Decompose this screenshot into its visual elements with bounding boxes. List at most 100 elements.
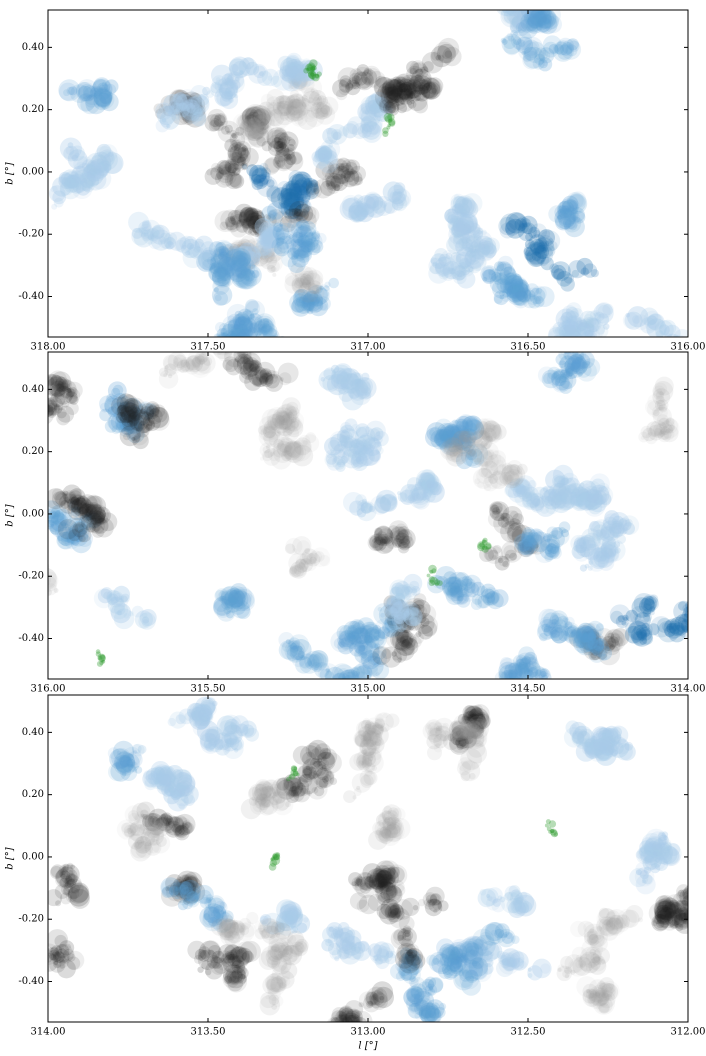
emission-blob <box>523 39 540 56</box>
emission-blob <box>67 177 79 189</box>
emission-blob <box>292 292 315 314</box>
emission-blob <box>285 192 293 200</box>
emission-blob <box>344 162 358 176</box>
emission-blob <box>285 202 302 220</box>
emission-blob <box>283 153 292 162</box>
emission-blob <box>254 239 272 257</box>
emission-blob <box>277 131 299 153</box>
emission-blob <box>456 213 478 235</box>
emission-blob <box>409 60 427 78</box>
emission-blob <box>262 213 277 228</box>
emission-blob <box>226 219 239 233</box>
emission-blob <box>453 219 465 231</box>
emission-blob <box>313 107 325 119</box>
emission-blob <box>514 18 526 30</box>
emission-blob <box>381 78 403 99</box>
emission-blob <box>561 41 574 54</box>
emission-blob <box>230 219 248 238</box>
emission-blob <box>229 173 245 189</box>
emission-blob <box>462 198 469 206</box>
emission-blob <box>532 10 536 11</box>
emission-blob <box>296 354 304 362</box>
emission-blob <box>247 229 253 234</box>
emission-blob <box>539 10 544 11</box>
emission-blob <box>353 71 368 86</box>
emission-blob <box>243 116 256 129</box>
emission-blob <box>263 238 282 257</box>
emission-blob <box>501 33 522 55</box>
emission-blob <box>287 100 309 121</box>
emission-blob <box>181 95 196 110</box>
emission-blob <box>459 199 479 219</box>
emission-blob <box>515 290 523 298</box>
emission-blob <box>377 82 399 104</box>
emission-blob <box>536 253 550 266</box>
emission-blob <box>238 209 259 230</box>
emission-blob <box>447 214 458 225</box>
emission-blob <box>265 156 281 173</box>
emission-blob <box>229 337 241 349</box>
emission-blob <box>531 285 547 302</box>
emission-blob <box>450 195 469 214</box>
emission-blob <box>90 154 109 173</box>
emission-blob <box>185 108 193 116</box>
emission-blob <box>513 292 527 306</box>
emission-blob <box>265 241 286 261</box>
emission-blob <box>93 92 111 111</box>
emission-blob <box>533 244 554 265</box>
emission-blob <box>531 10 540 18</box>
emission-blob <box>305 186 317 198</box>
emission-blob <box>458 261 467 270</box>
emission-blob <box>538 16 549 27</box>
emission-blob <box>516 20 525 29</box>
emission-blob <box>534 53 546 65</box>
emission-blob <box>86 160 108 182</box>
emission-blob <box>338 681 347 690</box>
emission-blob <box>220 246 242 267</box>
emission-blob <box>493 275 504 285</box>
emission-blob <box>430 45 453 68</box>
emission-blob <box>279 141 287 150</box>
emission-blob <box>522 223 533 234</box>
emission-blob <box>473 229 484 240</box>
emission-blob <box>456 211 478 233</box>
emission-blob <box>296 344 304 352</box>
emission-blob <box>634 364 652 382</box>
emission-blob <box>633 360 643 370</box>
emission-blob <box>495 271 518 294</box>
emission-blob <box>526 16 543 32</box>
emission-blob <box>273 137 280 143</box>
emission-blob <box>531 10 542 21</box>
emission-blob <box>308 296 329 317</box>
emission-blob <box>518 10 527 13</box>
emission-blob <box>266 127 289 149</box>
emission-blob <box>274 234 282 242</box>
emission-blob <box>461 219 475 234</box>
emission-blob <box>10 403 20 413</box>
emission-blob <box>328 277 340 289</box>
emission-blob <box>510 285 515 290</box>
emission-blob <box>311 92 320 101</box>
map-image <box>48 2 688 382</box>
emission-blob <box>491 271 502 282</box>
emission-blob <box>247 244 258 255</box>
emission-blob <box>355 377 377 399</box>
emission-blob <box>235 249 248 262</box>
emission-blob <box>301 182 308 189</box>
emission-blob <box>512 15 522 25</box>
emission-blob <box>296 198 301 203</box>
emission-blob <box>529 486 551 508</box>
emission-blob <box>456 271 463 278</box>
emission-blob <box>521 36 543 58</box>
emission-blob <box>255 252 261 258</box>
emission-blob <box>274 148 296 170</box>
emission-blob <box>71 178 93 200</box>
emission-blob <box>245 212 261 228</box>
emission-blob <box>521 2 527 8</box>
emission-blob <box>301 296 316 311</box>
emission-blob <box>107 151 114 157</box>
emission-blob <box>187 97 203 113</box>
emission-blob <box>455 223 460 228</box>
emission-blob <box>296 356 312 372</box>
emission-blob <box>12 402 26 416</box>
